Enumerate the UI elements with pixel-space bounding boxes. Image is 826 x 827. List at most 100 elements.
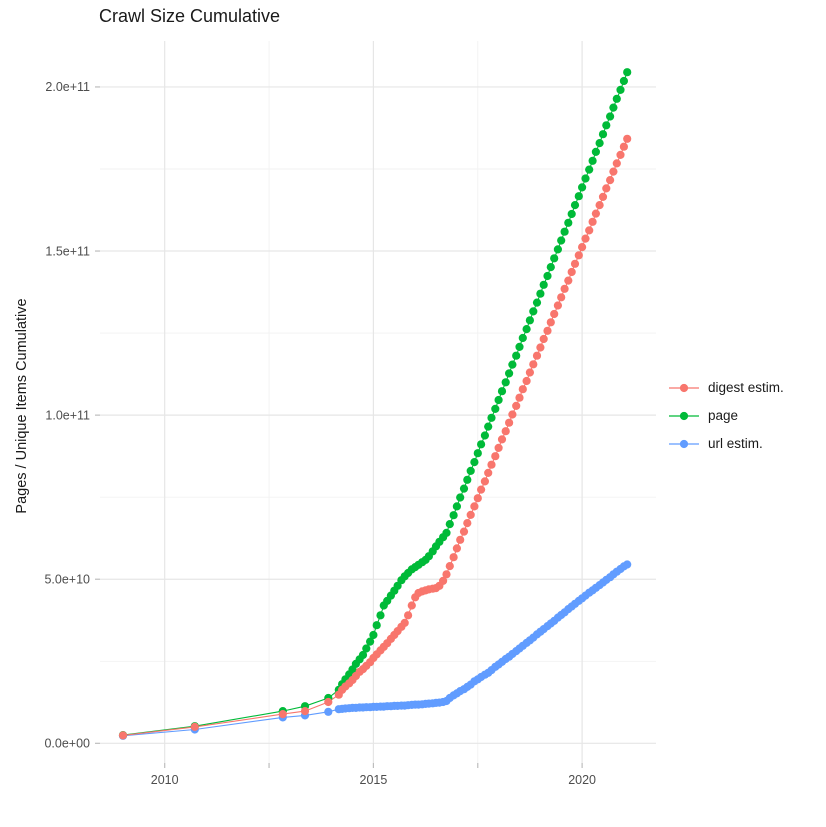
y-tick-label: 1.5e+11 bbox=[45, 244, 90, 258]
data-point-page bbox=[372, 621, 381, 630]
data-point-digest-estim- bbox=[452, 544, 461, 553]
data-point-page bbox=[550, 254, 559, 263]
data-point-page bbox=[366, 637, 375, 646]
data-point-digest-estim- bbox=[570, 259, 580, 268]
data-point-page bbox=[491, 404, 500, 413]
data-point-digest-estim- bbox=[560, 284, 569, 293]
legend-item-digest-estim: digest estim. bbox=[666, 379, 784, 397]
data-point-page bbox=[602, 121, 611, 130]
data-point-page bbox=[570, 201, 580, 210]
data-point-digest-estim- bbox=[407, 601, 416, 610]
data-point-digest-estim- bbox=[491, 452, 500, 461]
data-point-digest-estim- bbox=[494, 443, 503, 452]
data-point-page bbox=[539, 280, 548, 289]
data-point-digest-estim- bbox=[588, 217, 597, 226]
data-point-digest-estim- bbox=[591, 209, 601, 218]
data-point-digest-estim- bbox=[553, 301, 563, 310]
data-point-digest-estim- bbox=[404, 611, 413, 620]
legend-key-digest bbox=[669, 383, 699, 393]
data-point-digest-estim- bbox=[449, 553, 458, 562]
data-point-digest-estim- bbox=[470, 502, 479, 511]
data-point-digest-estim- bbox=[505, 418, 514, 427]
data-point-page bbox=[529, 307, 538, 316]
data-point-digest-estim- bbox=[473, 494, 482, 503]
legend-key-point bbox=[679, 383, 689, 393]
data-point-page bbox=[512, 351, 521, 360]
y-tick-label: 1.0e+11 bbox=[45, 408, 90, 422]
legend-key-page bbox=[669, 411, 699, 421]
data-point-page bbox=[619, 76, 629, 86]
data-point-digest-estim- bbox=[525, 368, 535, 377]
data-point-page bbox=[470, 458, 479, 467]
data-point-page bbox=[463, 475, 472, 484]
x-tick-label: 2015 bbox=[360, 773, 388, 787]
data-point-page bbox=[543, 271, 552, 281]
legend-label-page: page bbox=[708, 408, 739, 423]
data-point-digest-estim- bbox=[557, 293, 566, 302]
data-point-page bbox=[466, 466, 475, 475]
data-point-page bbox=[477, 440, 486, 449]
data-point-page bbox=[581, 174, 590, 183]
data-point-digest-estim- bbox=[623, 134, 632, 143]
legend: digest estim. page url estim. bbox=[666, 379, 784, 453]
legend-key-url bbox=[669, 439, 699, 449]
data-point-digest-estim- bbox=[585, 226, 594, 235]
data-point-page bbox=[473, 449, 482, 458]
data-point-page bbox=[578, 183, 587, 192]
data-point-page bbox=[546, 263, 555, 272]
y-tick-label: 2.0e+11 bbox=[45, 80, 90, 94]
data-point-page bbox=[567, 209, 576, 219]
y-tick-label: 0.0e+00 bbox=[44, 737, 90, 751]
data-point-page bbox=[518, 333, 527, 343]
data-point-digest-estim- bbox=[300, 707, 310, 716]
data-point-digest-estim- bbox=[532, 351, 542, 360]
data-point-page bbox=[616, 85, 625, 94]
data-point-digest-estim- bbox=[529, 360, 538, 369]
data-point-page bbox=[606, 112, 615, 121]
data-point-page bbox=[612, 94, 621, 103]
data-point-page bbox=[591, 147, 601, 156]
data-point-digest-estim- bbox=[574, 251, 583, 260]
data-point-page bbox=[564, 218, 573, 227]
data-point-digest-estim- bbox=[484, 468, 493, 477]
data-point-digest-estim- bbox=[456, 535, 465, 544]
data-point-digest-estim- bbox=[487, 460, 496, 469]
data-point-digest-estim- bbox=[477, 485, 486, 494]
data-point-page bbox=[557, 236, 566, 245]
data-point-digest-estim- bbox=[612, 159, 621, 168]
data-point-page bbox=[480, 431, 489, 440]
data-point-page bbox=[494, 395, 503, 405]
data-point-page bbox=[362, 644, 371, 653]
legend-label-digest: digest estim. bbox=[708, 380, 784, 395]
data-point-digest-estim- bbox=[518, 385, 527, 394]
data-point-url-estim- bbox=[324, 707, 333, 716]
data-point-page bbox=[609, 103, 618, 112]
data-point-url-estim- bbox=[623, 560, 632, 569]
x-tick-label: 2010 bbox=[151, 773, 179, 787]
data-point-digest-estim- bbox=[602, 184, 611, 193]
data-point-page bbox=[508, 360, 517, 369]
data-point-digest-estim- bbox=[439, 576, 448, 586]
data-point-page bbox=[574, 192, 583, 201]
x-tick-label: 2020 bbox=[568, 773, 596, 787]
data-point-page bbox=[588, 156, 597, 165]
data-point-page bbox=[560, 227, 569, 236]
data-point-page bbox=[515, 342, 524, 351]
data-point-page bbox=[505, 369, 514, 378]
data-point-digest-estim- bbox=[616, 150, 625, 159]
data-point-page bbox=[532, 298, 542, 307]
data-point-page bbox=[376, 611, 385, 620]
legend-item-page: page bbox=[666, 407, 784, 425]
data-point-digest-estim- bbox=[567, 267, 576, 277]
data-point-page bbox=[456, 493, 465, 502]
data-point-digest-estim- bbox=[459, 527, 469, 536]
data-point-digest-estim- bbox=[497, 435, 507, 444]
data-point-digest-estim- bbox=[466, 510, 475, 519]
data-point-page bbox=[598, 130, 608, 139]
data-point-digest-estim- bbox=[508, 410, 517, 419]
data-point-page bbox=[358, 650, 368, 660]
data-point-digest-estim- bbox=[609, 167, 618, 176]
legend-key-point bbox=[679, 439, 689, 449]
